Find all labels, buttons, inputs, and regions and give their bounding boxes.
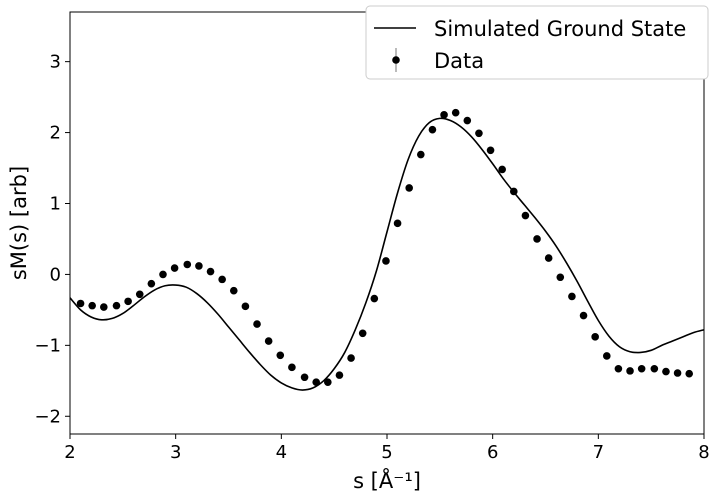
data-point bbox=[417, 150, 425, 159]
data-point bbox=[440, 111, 448, 119]
data-point bbox=[335, 371, 344, 379]
data-point bbox=[428, 125, 437, 134]
data-point bbox=[568, 292, 576, 301]
y-tick-label: 1 bbox=[50, 193, 61, 214]
data-point bbox=[673, 369, 682, 377]
data-point bbox=[300, 373, 309, 382]
data-point bbox=[135, 290, 144, 299]
data-point bbox=[76, 299, 85, 308]
legend-box bbox=[365, 5, 709, 80]
y-tick-label: 2 bbox=[50, 123, 61, 144]
legend-label-simulated: Simulated Ground State bbox=[434, 17, 686, 41]
data-point bbox=[347, 354, 355, 362]
x-axis-label: s [Å⁻¹] bbox=[353, 467, 421, 493]
data-point bbox=[602, 352, 611, 360]
data-point bbox=[370, 294, 379, 303]
data-point bbox=[486, 146, 495, 155]
data-point bbox=[253, 320, 261, 328]
data-point bbox=[382, 257, 390, 265]
x-tick-label: 6 bbox=[487, 442, 498, 463]
data-point bbox=[124, 297, 132, 306]
data-point bbox=[521, 211, 530, 220]
y-tick-label: −2 bbox=[34, 406, 61, 427]
simulated-curve-layer bbox=[69, 117, 705, 391]
data-point bbox=[544, 254, 553, 262]
y-axis-label: sM(s) [arb] bbox=[7, 166, 31, 280]
data-point bbox=[498, 165, 506, 174]
legend-label-data: Data bbox=[434, 49, 484, 73]
data-point bbox=[591, 333, 599, 341]
data-point bbox=[579, 311, 588, 320]
y-tick-label: 3 bbox=[50, 52, 61, 73]
data-point bbox=[288, 363, 296, 372]
data-point bbox=[533, 235, 541, 243]
data-point bbox=[358, 329, 367, 338]
x-tick-label: 4 bbox=[276, 442, 287, 463]
data-point bbox=[147, 279, 156, 288]
y-axis-ticks: −2 −1 0 1 2 3 bbox=[34, 52, 70, 427]
data-point bbox=[229, 286, 238, 295]
data-points-layer bbox=[76, 108, 694, 387]
data-point bbox=[170, 264, 179, 272]
data-point bbox=[626, 367, 634, 375]
data-point bbox=[88, 301, 96, 310]
data-point bbox=[393, 219, 402, 228]
x-tick-label: 2 bbox=[64, 442, 75, 463]
data-point bbox=[183, 260, 192, 269]
y-tick-label: 0 bbox=[50, 264, 61, 285]
legend: Simulated Ground State Data bbox=[365, 5, 709, 80]
x-tick-label: 7 bbox=[593, 442, 604, 463]
data-point bbox=[637, 364, 646, 373]
x-tick-label: 5 bbox=[381, 442, 392, 463]
data-point bbox=[312, 378, 321, 387]
data-point bbox=[206, 267, 215, 276]
x-tick-label: 8 bbox=[698, 442, 709, 463]
data-point bbox=[685, 369, 694, 378]
data-point bbox=[218, 275, 226, 284]
data-point bbox=[463, 116, 472, 125]
data-point bbox=[195, 262, 203, 270]
data-point bbox=[510, 187, 518, 196]
data-point bbox=[650, 364, 659, 373]
data-point bbox=[100, 303, 108, 311]
x-tick-label: 3 bbox=[170, 442, 181, 463]
y-tick-label: −1 bbox=[34, 335, 61, 356]
data-point bbox=[264, 337, 273, 345]
data-point bbox=[451, 108, 460, 117]
data-point bbox=[556, 273, 565, 282]
data-point bbox=[405, 184, 413, 192]
plot-background bbox=[70, 12, 704, 434]
data-point bbox=[662, 367, 670, 376]
data-point bbox=[324, 378, 332, 387]
data-point bbox=[475, 129, 483, 138]
data-point bbox=[614, 364, 623, 373]
simulated-ground-state-line bbox=[69, 117, 705, 391]
data-point bbox=[112, 301, 121, 310]
x-axis-ticks: 2 3 4 5 6 7 8 bbox=[64, 434, 710, 463]
data-point bbox=[241, 302, 250, 311]
data-point bbox=[159, 270, 167, 279]
data-point bbox=[276, 351, 285, 360]
legend-marker-data bbox=[392, 56, 400, 64]
